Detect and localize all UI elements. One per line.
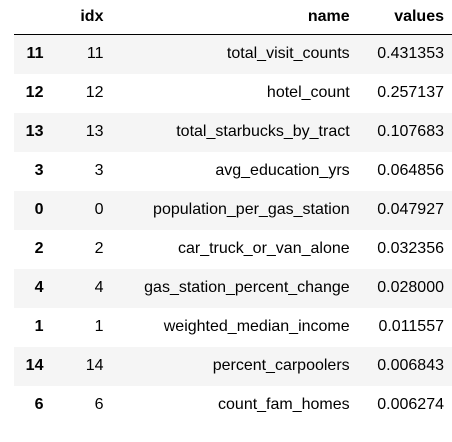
cell-values: 0.028000 xyxy=(377,279,444,296)
row-index: 4 xyxy=(34,279,44,296)
header-name: name xyxy=(111,0,358,35)
table-row: 3 3 avg_education_yrs 0.064856 xyxy=(14,151,452,191)
cell-name: total_visit_counts xyxy=(226,45,350,63)
dataframe-table: idx name values 11 11 total_visit_counts… xyxy=(14,0,452,425)
row-index: 3 xyxy=(34,162,44,179)
cell-values: 0.011557 xyxy=(378,318,444,335)
table-row: 0 0 population_per_gas_station 0.047927 xyxy=(14,190,452,230)
cell-idx: 14 xyxy=(85,357,104,374)
table-row: 12 12 hotel_count 0.257137 xyxy=(14,73,452,113)
row-index: 1 xyxy=(34,318,44,335)
table-row: 4 4 gas_station_percent_change 0.028000 xyxy=(14,268,452,308)
cell-name: population_per_gas_station xyxy=(153,201,350,218)
cell-name: car_truck_or_van_alone xyxy=(177,240,350,257)
cell-idx: 4 xyxy=(94,279,104,296)
table-body: 11 11 total_visit_counts 0.431353 12 12 … xyxy=(14,34,452,425)
header-row: idx name values xyxy=(14,0,452,35)
row-index: 13 xyxy=(25,123,44,140)
row-index: 0 xyxy=(34,201,44,218)
cell-idx: 13 xyxy=(85,123,104,140)
cell-idx: 11 xyxy=(86,45,104,63)
cell-values: 0.431353 xyxy=(377,45,444,63)
cell-idx: 6 xyxy=(94,396,104,413)
table-row: 11 11 total_visit_counts 0.431353 xyxy=(14,34,452,74)
row-index: 2 xyxy=(34,240,44,257)
row-index: 14 xyxy=(25,357,44,374)
row-index: 12 xyxy=(25,84,44,101)
cell-values: 0.047927 xyxy=(377,201,444,218)
row-index: 6 xyxy=(34,396,44,413)
cell-values: 0.032356 xyxy=(377,240,444,257)
cell-values: 0.107683 xyxy=(377,123,444,140)
cell-name: avg_education_yrs xyxy=(215,162,350,179)
table-header: idx name values xyxy=(14,0,452,35)
cell-name: weighted_median_income xyxy=(163,318,350,335)
cell-idx: 3 xyxy=(94,162,104,179)
cell-idx: 1 xyxy=(94,318,104,335)
cell-name: hotel_count xyxy=(266,84,350,101)
header-values: values xyxy=(357,0,452,35)
cell-name: count_fam_homes xyxy=(218,396,350,413)
table-row: 13 13 total_starbucks_by_tract 0.107683 xyxy=(14,112,452,152)
row-index: 11 xyxy=(26,45,44,63)
cell-values: 0.006274 xyxy=(377,396,444,413)
cell-name: percent_carpoolers xyxy=(212,357,350,374)
cell-idx: 12 xyxy=(85,84,104,101)
cell-idx: 0 xyxy=(94,201,104,218)
table-row: 2 2 car_truck_or_van_alone 0.032356 xyxy=(14,229,452,269)
cell-values: 0.064856 xyxy=(377,162,444,179)
cell-idx: 2 xyxy=(94,240,104,257)
header-idx: idx xyxy=(53,0,112,35)
cell-name: total_starbucks_by_tract xyxy=(176,123,350,140)
cell-values: 0.006843 xyxy=(377,357,444,374)
header-index xyxy=(14,0,54,35)
cell-name: gas_station_percent_change xyxy=(144,279,350,296)
table-row: 6 6 count_fam_homes 0.006274 xyxy=(14,385,452,425)
table-row: 1 1 weighted_median_income 0.011557 xyxy=(14,307,452,347)
table-row: 14 14 percent_carpoolers 0.006843 xyxy=(14,346,452,386)
cell-values: 0.257137 xyxy=(377,84,444,101)
